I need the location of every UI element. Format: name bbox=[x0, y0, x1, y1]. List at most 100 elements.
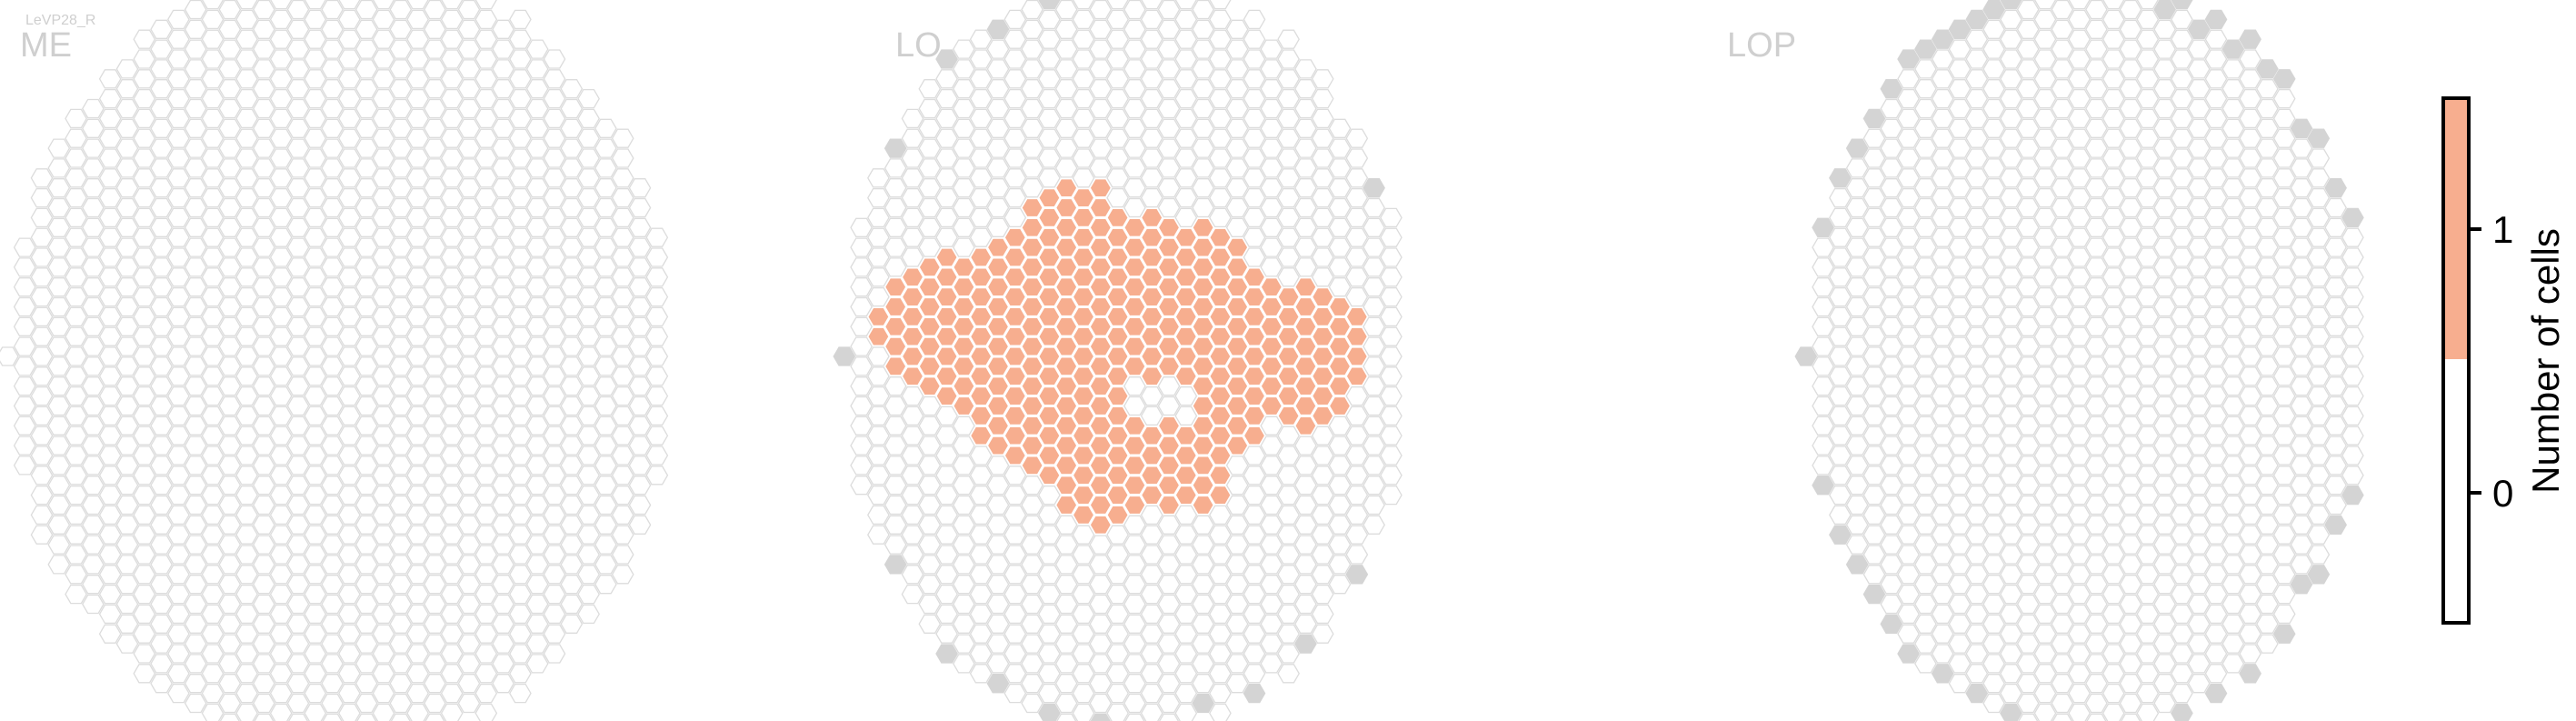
hex-cell bbox=[1174, 565, 1198, 585]
hex-cell bbox=[286, 654, 310, 674]
hex-cell bbox=[354, 693, 378, 714]
hex-cell bbox=[1243, 485, 1266, 506]
hex-cell-count bbox=[1072, 326, 1095, 346]
hex-cell-edge bbox=[2239, 29, 2261, 49]
hex-cell bbox=[65, 306, 87, 327]
hex-cell bbox=[935, 168, 958, 188]
hex-cell bbox=[286, 178, 310, 198]
hex-cell bbox=[2272, 207, 2296, 228]
hex-cell bbox=[1174, 88, 1198, 109]
hex-cell bbox=[509, 485, 532, 506]
hex-cell bbox=[2290, 535, 2313, 555]
hex-cell bbox=[1054, 158, 1078, 178]
hex-cell bbox=[474, 187, 498, 208]
hex-cell bbox=[2051, 515, 2074, 535]
hex-cell-count bbox=[1106, 247, 1129, 267]
hex-cell bbox=[1845, 376, 1869, 396]
hex-cell bbox=[2102, 545, 2125, 565]
hex-cell bbox=[82, 296, 105, 317]
hex-cell bbox=[543, 326, 566, 346]
hex-cell bbox=[577, 247, 600, 267]
hex-cell bbox=[235, 683, 258, 704]
hex-cell-count bbox=[1294, 396, 1317, 416]
hex-cell bbox=[1380, 286, 1403, 307]
hex-cell bbox=[884, 436, 907, 456]
hex-cell bbox=[2290, 316, 2313, 336]
hex-cell bbox=[2204, 624, 2228, 644]
hex-cell bbox=[150, 277, 173, 297]
hex-cell bbox=[1140, 545, 1163, 565]
hex-cell bbox=[201, 49, 225, 69]
hex-cell bbox=[492, 138, 514, 158]
hex-cell bbox=[986, 614, 1010, 634]
hex-cell bbox=[525, 217, 549, 237]
hex-cell bbox=[986, 535, 1010, 555]
hex-cell bbox=[560, 316, 584, 336]
hex-cell bbox=[901, 485, 924, 506]
hex-cell bbox=[1965, 386, 1989, 406]
hex-cell bbox=[1021, 0, 1043, 20]
panel-label-lo: LO bbox=[895, 26, 942, 65]
hex-cell bbox=[457, 19, 481, 39]
hex-cell bbox=[2068, 525, 2091, 545]
hex-cell-count bbox=[1038, 306, 1061, 327]
hex-cell bbox=[543, 247, 566, 267]
hex-cell bbox=[253, 336, 275, 356]
hex-cell bbox=[2204, 69, 2228, 89]
hex-cell bbox=[1277, 584, 1300, 605]
hex-cell bbox=[525, 515, 549, 535]
hex-cell bbox=[867, 485, 890, 506]
hex-cell bbox=[98, 148, 122, 168]
hex-cell bbox=[2000, 466, 2022, 486]
hex-cell-edge bbox=[2000, 0, 2022, 10]
hex-cell bbox=[457, 277, 481, 297]
hex-cell bbox=[1089, 674, 1113, 694]
hex-cell bbox=[2119, 0, 2142, 20]
hex-cell bbox=[1862, 466, 1886, 486]
hex-cell bbox=[2256, 535, 2279, 555]
hex-cell bbox=[1982, 158, 2005, 178]
hex-cell bbox=[1311, 466, 1334, 486]
hex-cell bbox=[1965, 148, 1989, 168]
hex-cell bbox=[1328, 138, 1352, 158]
hex-cell-count bbox=[1021, 336, 1043, 356]
hex-cell-edge bbox=[2290, 575, 2313, 595]
hex-cell bbox=[2187, 237, 2211, 257]
hex-cell bbox=[372, 108, 395, 129]
hex-cell bbox=[2068, 545, 2091, 565]
hex-cell bbox=[253, 237, 275, 257]
hex-cell bbox=[372, 69, 395, 89]
hex-cell bbox=[1862, 485, 1886, 506]
hex-cell bbox=[98, 128, 122, 148]
hex-cell bbox=[98, 207, 122, 228]
hex-cell bbox=[2272, 584, 2296, 605]
hex-cell bbox=[457, 0, 481, 20]
hex-cell-edge bbox=[1243, 683, 1266, 704]
hex-cell bbox=[354, 535, 378, 555]
hex-cell bbox=[2068, 565, 2091, 585]
hex-cell bbox=[560, 237, 584, 257]
hex-cell bbox=[269, 49, 293, 69]
hex-cell bbox=[201, 604, 225, 625]
hex-cell bbox=[2222, 515, 2245, 535]
hex-cell bbox=[1072, 88, 1095, 109]
hex-cell bbox=[1363, 495, 1385, 516]
hex-cell bbox=[1260, 158, 1283, 178]
hex-cell bbox=[1277, 267, 1300, 287]
hex-cell bbox=[457, 138, 481, 158]
hex-cell bbox=[406, 545, 429, 565]
hex-cell bbox=[372, 88, 395, 109]
hex-cell bbox=[2204, 29, 2228, 49]
hex-cell bbox=[2153, 237, 2176, 257]
hex-cell bbox=[986, 594, 1010, 615]
hex-cell bbox=[424, 495, 446, 516]
hex-cell bbox=[440, 386, 464, 406]
hex-cell bbox=[2068, 306, 2091, 327]
hex-cell bbox=[2290, 495, 2313, 516]
hex-cell bbox=[2102, 386, 2125, 406]
hex-cell bbox=[953, 158, 975, 178]
hex-cell bbox=[1225, 59, 1249, 79]
hex-cell bbox=[2239, 227, 2261, 247]
hex-cell bbox=[2000, 326, 2022, 346]
hex-cell bbox=[1225, 495, 1249, 516]
